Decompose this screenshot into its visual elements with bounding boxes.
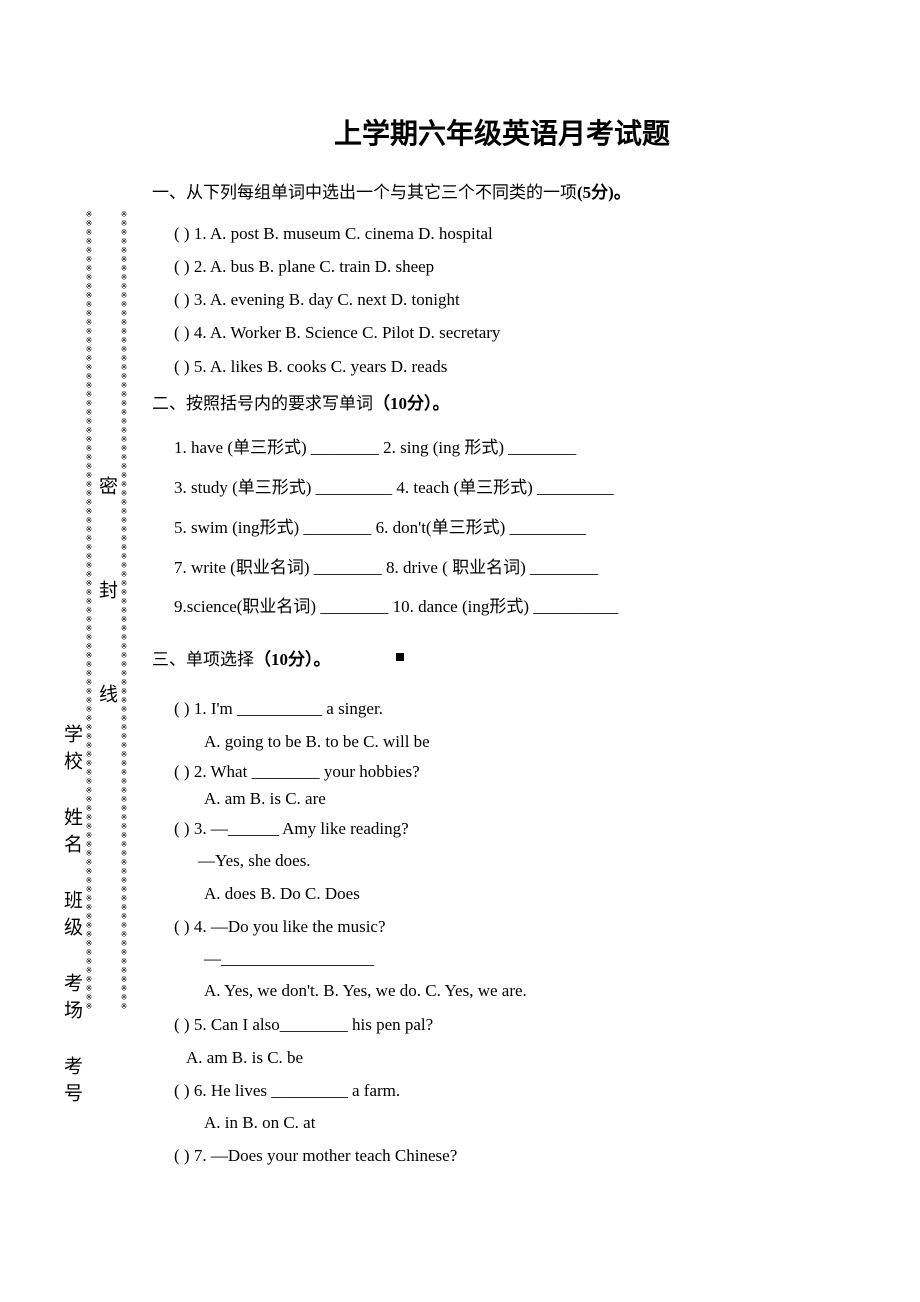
s3-q5: ( ) 5. Can I also________ his pen pal?	[174, 1008, 852, 1041]
s3-q4-opts: A. Yes, we don't. B. Yes, we do. C. Yes,…	[204, 975, 852, 1007]
s3-q7: ( ) 7. —Does your mother teach Chinese?	[174, 1139, 852, 1172]
s1-q2: ( ) 2. A. bus B. plane C. train D. sheep	[174, 250, 852, 283]
s3-q4: ( ) 4. —Do you like the music?	[174, 910, 852, 943]
binding-seal: 密 封 线	[93, 100, 120, 1120]
s3-q6-opts: A. in B. on C. at	[204, 1107, 852, 1139]
section-3-head: 三、单项选择（10分）。	[152, 645, 852, 670]
s3-q2: ( ) 2. What ________ your hobbies?	[174, 758, 852, 785]
s3-q3: ( ) 3. —______ Amy like reading?	[174, 812, 852, 845]
s3-q3-opts: A. does B. Do C. Does	[204, 878, 852, 910]
section-2-head: 二、按照括号内的要求写单词（10分）。	[152, 389, 852, 414]
s1-q5: ( ) 5. A. likes B. cooks C. years D. rea…	[174, 350, 852, 383]
section-3-points: （10分）。	[254, 650, 331, 669]
s2-q4: 7. write (职业名词) ________ 8. drive ( 职业名词…	[174, 548, 852, 588]
page-marker-icon	[396, 653, 404, 661]
s3-q3-reply: —Yes, she does.	[198, 845, 852, 877]
section-2-text: 二、按照括号内的要求写单词	[152, 394, 373, 413]
binding-fields: 学校 姓名 班级 考场 考号	[58, 100, 85, 1120]
s2-q3: 5. swim (ing形式) ________ 6. don't(单三形式) …	[174, 508, 852, 548]
s2-q2: 3. study (单三形式) _________ 4. teach (单三形式…	[174, 468, 852, 508]
s3-q6: ( ) 6. He lives _________ a farm.	[174, 1074, 852, 1107]
exam-title: 上学期六年级英语月考试题	[152, 112, 852, 152]
s3-q1: ( ) 1. I'm __________ a singer.	[174, 692, 852, 725]
section-1-text: 一、从下列每组单词中选出一个与其它三个不同类的一项	[152, 183, 577, 202]
s1-q3: ( ) 3. A. evening B. day C. next D. toni…	[174, 283, 852, 316]
exam-content: 上学期六年级英语月考试题 一、从下列每组单词中选出一个与其它三个不同类的一项(5…	[152, 112, 852, 1173]
s3-q1-opts: A. going to be B. to be C. will be	[204, 726, 852, 758]
section-1-head: 一、从下列每组单词中选出一个与其它三个不同类的一项(5分)。	[152, 178, 852, 203]
s1-q1: ( ) 1. A. post B. museum C. cinema D. ho…	[174, 217, 852, 250]
binding-deco-left: ※※※※※※※※※※※※※※※※※※※※※※※※※※※※※※※※※※※※※※※※…	[85, 100, 93, 1120]
s1-q4: ( ) 4. A. Worker B. Science C. Pilot D. …	[174, 316, 852, 349]
section-2-points: （10分）。	[373, 394, 450, 413]
s2-q1: 1. have (单三形式) ________ 2. sing (ing 形式)…	[174, 428, 852, 468]
s3-q2-opts: A. am B. is C. are	[204, 785, 852, 812]
section-1-points: (5分)。	[577, 183, 631, 202]
s3-q5-opts: A. am B. is C. be	[186, 1041, 852, 1074]
section-3-text: 三、单项选择	[152, 650, 254, 669]
s3-q4-reply: —__________________	[204, 943, 852, 975]
s2-q5: 9.science(职业名词) ________ 10. dance (ing形…	[174, 587, 852, 627]
binding-deco-right: ※※※※※※※※※※※※※※※※※※※※※※※※※※※※※※※※※※※※※※※※…	[120, 100, 128, 1120]
binding-column: 学校 姓名 班级 考场 考号 ※※※※※※※※※※※※※※※※※※※※※※※※※…	[58, 100, 128, 1120]
